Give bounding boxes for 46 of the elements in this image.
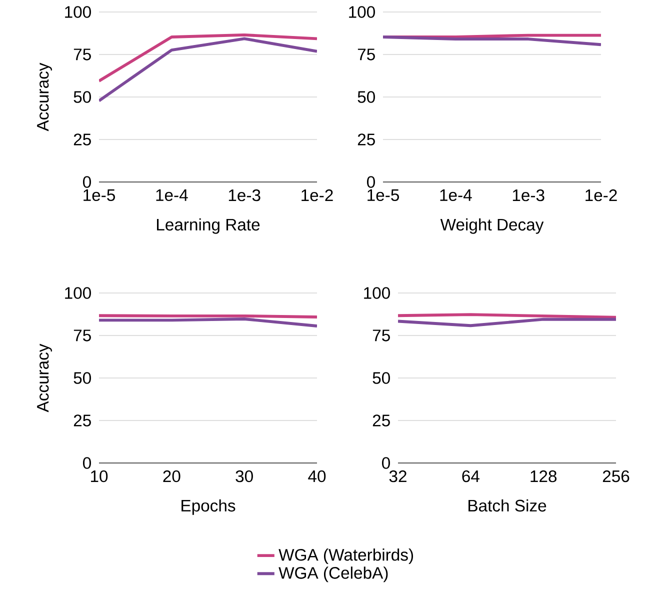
y-tick-label: 100 [65, 6, 91, 18]
x-tick-label: 10 [91, 470, 108, 482]
y-tick-label: 25 [372, 414, 390, 426]
x-tick-label: 1e-2 [302, 189, 333, 202]
x-tick-label: 1e-3 [228, 189, 260, 202]
y-tick-label: 75 [74, 48, 91, 60]
x-axis-title: Learning Rate [157, 218, 260, 234]
y-tick-label: 75 [358, 48, 375, 60]
x-tick-label: 64 [462, 470, 480, 482]
x-tick-label: 1e-3 [512, 189, 544, 202]
x-axis-title: Batch Size [468, 499, 546, 512]
x-tick-label: 1e-4 [440, 189, 472, 202]
y-tick-label: 75 [74, 330, 91, 342]
y-tick-label: 0 [83, 457, 91, 469]
y-tick-label: 0 [367, 176, 375, 188]
y-axis-title: Accuracy [37, 344, 52, 412]
x-tick-label: 32 [389, 470, 406, 482]
y-tick-label: 100 [364, 287, 390, 299]
x-tick-label: 1e-4 [156, 189, 188, 202]
y-tick-label: 50 [74, 372, 91, 384]
line-series [99, 33, 318, 82]
x-tick-label: 40 [308, 470, 326, 482]
y-tick-label: 75 [372, 330, 390, 342]
x-tick-label: 1e-5 [368, 189, 399, 202]
x-tick-label: 1e-2 [586, 189, 617, 202]
legend-label: WGA (CelebA) [278, 566, 388, 582]
x-tick-label: 30 [236, 470, 253, 482]
x-axis-title: Epochs [182, 499, 236, 515]
y-tick-label: 100 [349, 6, 375, 18]
x-tick-label: 128 [530, 470, 557, 482]
y-tick-label: 0 [83, 176, 91, 188]
x-tick-label: 256 [602, 470, 630, 482]
x-tick-label: 1e-5 [84, 189, 115, 202]
x-axis-title: Weight Decay [440, 218, 544, 234]
y-tick-label: 100 [65, 287, 91, 299]
y-tick-label: 25 [358, 134, 375, 146]
x-tick-label: 20 [163, 470, 180, 482]
y-tick-label: 0 [382, 457, 390, 469]
line-series [99, 37, 318, 102]
y-tick-label: 50 [372, 372, 390, 384]
y-tick-label: 50 [74, 91, 91, 103]
y-axis-title: Accuracy [37, 62, 52, 132]
y-tick-label: 25 [74, 134, 91, 146]
y-tick-label: 50 [358, 91, 375, 103]
y-tick-label: 25 [74, 414, 91, 426]
legend-label: WGA (Waterbirds) [278, 548, 414, 564]
